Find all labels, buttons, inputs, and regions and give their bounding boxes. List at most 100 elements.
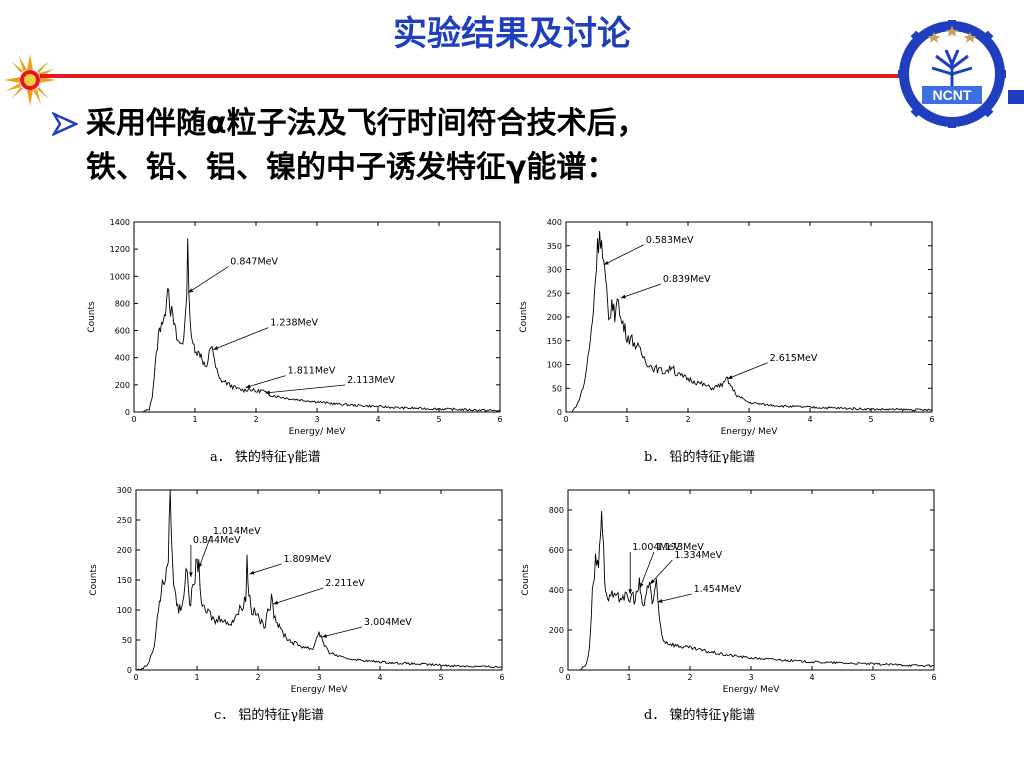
annotation-arrow [273, 587, 324, 605]
peak-label: 1.004MeV [632, 542, 680, 553]
y-tick-label: 0 [559, 666, 564, 675]
x-axis-label: Energy/ MeV [723, 685, 781, 695]
annotation-arrowhead [322, 633, 327, 638]
y-axis-label: Counts [521, 564, 531, 596]
peak-label: 2.211eV [325, 578, 365, 589]
peak-label: 1.238MeV [270, 318, 318, 329]
annotation-arrowhead [213, 346, 219, 350]
annotation-arrow [213, 327, 269, 350]
peak-label: 0.839MeV [663, 274, 711, 285]
x-tick-label: 6 [497, 415, 502, 424]
y-tick-label: 1000 [110, 272, 130, 281]
x-tick-label: 6 [929, 415, 934, 424]
chart-b-caption: b． 铅的特征γ能谱 [644, 450, 756, 465]
x-tick-label: 3 [316, 673, 321, 682]
y-tick-label: 0 [127, 666, 132, 675]
y-tick-label: 600 [549, 546, 564, 555]
peak-label: 1.334MeV [674, 550, 722, 561]
y-tick-label: 150 [117, 576, 132, 585]
chart-d-caption: d． 镍的特征γ能谱 [644, 708, 756, 723]
peak-label: 0.583MeV [646, 235, 694, 246]
annotation-arrowhead [249, 570, 255, 575]
x-axis-label: Energy/ MeV [289, 427, 347, 437]
annotation-arrow [657, 593, 692, 603]
x-tick-label: 1 [624, 415, 629, 424]
annotation-arrowhead [727, 375, 733, 379]
chart-c-caption: c． 铝的特征γ能谱 [214, 708, 325, 723]
x-tick-label: 3 [314, 415, 319, 424]
y-tick-label: 300 [547, 266, 562, 275]
x-tick-label: 2 [255, 673, 260, 682]
bullet-line-2: 铁、铅、铝、镍的中子诱发特征γ能谱： [86, 150, 617, 185]
annotation-arrowhead [620, 294, 626, 299]
chart-a: 0 1 2 3 4 5 6 0 200 400 600 800 1000 1200 1400 Energy/ … [80, 214, 510, 438]
x-tick-label: 1 [626, 673, 631, 682]
x-tick-label: 0 [565, 673, 570, 682]
spectrum-line [566, 230, 933, 413]
x-tick-label: 1 [194, 673, 199, 682]
peak-label: 1.454MeV [694, 584, 742, 595]
y-tick-label: 50 [552, 384, 562, 393]
y-tick-label: 200 [117, 546, 132, 555]
y-tick-label: 200 [549, 626, 564, 635]
y-tick-label: 350 [547, 242, 562, 251]
x-tick-label: 4 [807, 415, 812, 424]
y-tick-label: 200 [115, 381, 130, 390]
peak-label: 1.014MeV [213, 526, 261, 537]
x-tick-label: 4 [377, 673, 382, 682]
peak-label: 3.004MeV [364, 617, 412, 628]
x-tick-label: 0 [563, 415, 568, 424]
x-tick-label: 5 [868, 415, 873, 424]
chart-a-caption: a． 铁的特征γ能谱 [210, 450, 321, 465]
arrow-bullet-icon [52, 112, 78, 136]
chart-a-svg: 0 1 2 3 4 5 6 0 200 400 600 800 1000 1200 1400 Energy/ … [87, 218, 503, 437]
ncnt-logo-icon: NCNT [898, 20, 1006, 128]
peak-label: 1.173MeV [656, 542, 704, 553]
x-tick-label: 0 [131, 415, 136, 424]
chart-d-svg: 0 1 2 3 4 5 6 0 200 400 600 800 Energy/ MeV Counts 1.0… [521, 489, 937, 695]
peak-label: 1.809MeV [283, 554, 331, 565]
x-tick-label: 0 [133, 673, 138, 682]
y-tick-label: 800 [115, 299, 130, 308]
annotation-arrowhead [198, 563, 203, 568]
x-tick-label: 5 [436, 415, 441, 424]
plot-frame [135, 489, 503, 671]
y-tick-label: 400 [115, 354, 130, 363]
spectrum-line [135, 489, 503, 671]
annotation-arrowhead [639, 583, 644, 588]
peak-label: 2.113MeV [347, 375, 395, 386]
plot-frame [567, 489, 935, 671]
y-tick-label: 250 [547, 289, 562, 298]
logo-text: NCNT [933, 87, 972, 103]
annotation-arrow [198, 535, 212, 569]
y-tick-label: 0 [557, 408, 562, 417]
peak-label: 1.811MeV [288, 366, 336, 377]
x-tick-label: 5 [870, 673, 875, 682]
annotation-arrowhead [657, 599, 663, 603]
chart-b: 0 1 2 3 4 5 6 0 50 100 150 200 250 300 350 400 Energy/ M… [512, 214, 942, 438]
x-tick-label: 4 [809, 673, 814, 682]
y-tick-label: 600 [115, 327, 130, 336]
bullet-line-1: 采用伴随α粒子法及飞行时间符合技术后， [86, 106, 647, 141]
y-axis-label: Counts [89, 564, 99, 596]
annotation-arrow [639, 551, 655, 589]
plot-frame [565, 221, 933, 413]
y-tick-label: 0 [125, 408, 130, 417]
spectrum-line [568, 511, 935, 671]
y-tick-label: 400 [549, 586, 564, 595]
annotation-arrow [188, 266, 229, 293]
annotation-arrow [650, 559, 673, 585]
y-axis-label: Counts [519, 301, 529, 333]
peak-label: 2.615MeV [770, 353, 818, 364]
x-tick-label: 2 [685, 415, 690, 424]
annotation-arrow [249, 563, 282, 575]
x-tick-label: 1 [192, 415, 197, 424]
peak-label: 0.844MeV [193, 535, 241, 546]
annotation-arrowhead [273, 600, 279, 605]
annotation-arrow [321, 626, 363, 638]
x-tick-label: 6 [499, 673, 504, 682]
y-tick-label: 200 [547, 313, 562, 322]
spectrum-line [134, 238, 501, 413]
annotation-arrow [727, 362, 768, 380]
annotation-arrowhead [265, 390, 270, 395]
